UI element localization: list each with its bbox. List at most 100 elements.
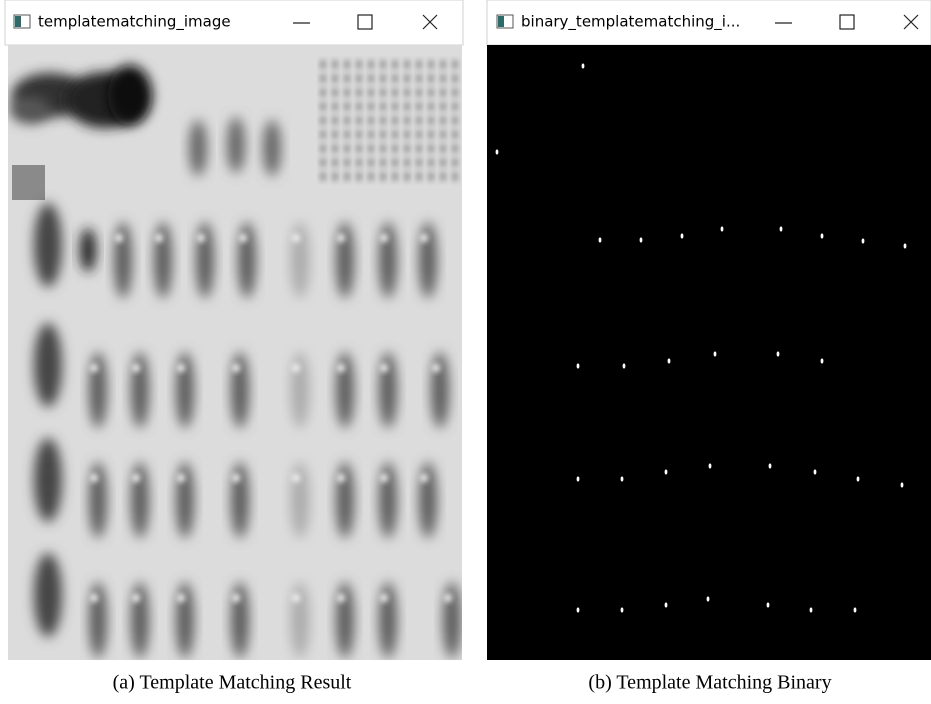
blob [89,352,107,428]
highlight [420,234,428,242]
texture [344,158,350,167]
texture [416,102,422,111]
texture [380,172,386,181]
blob [379,222,397,298]
texture [452,116,458,125]
match-dot [621,608,624,613]
texture [440,172,446,181]
texture [404,88,410,97]
highlight [337,364,345,372]
texture [440,158,446,167]
match-dot [496,150,499,155]
texture [404,74,410,83]
texture [452,102,458,111]
texture [380,102,386,111]
highlight [197,234,205,242]
texture [344,88,350,97]
window-title: binary_templatematching_i... [521,13,740,32]
texture [368,74,374,83]
match-dot [621,477,624,482]
highlight [380,474,388,482]
blob [291,222,309,298]
texture [320,74,326,83]
match-dot [577,608,580,613]
texture [452,60,458,69]
texture [416,60,422,69]
texture [392,60,398,69]
texture [392,130,398,139]
texture [404,116,410,125]
texture [332,88,338,97]
texture [392,102,398,111]
texture [440,60,446,69]
blob [431,352,449,428]
blob [114,222,132,298]
texture [356,116,362,125]
match-dot [821,234,824,239]
texture [452,144,458,153]
blob [291,352,309,428]
blob [291,582,309,658]
right-window: binary_templatematching_i... [487,0,931,660]
texture [356,144,362,153]
texture [344,172,350,181]
highlight [90,364,98,372]
texture [440,74,446,83]
blob [336,582,354,658]
match-dot [577,364,580,369]
window-title: templatematching_image [38,13,231,32]
texture [404,158,410,167]
texture [404,60,410,69]
texture [320,144,326,153]
blob [34,438,62,522]
texture [368,172,374,181]
texture [380,158,386,167]
texture [368,158,374,167]
texture [392,88,398,97]
match-dot [904,244,907,249]
match-dot [623,364,626,369]
texture [380,130,386,139]
texture [428,102,434,111]
texture [356,74,362,83]
texture [332,130,338,139]
blob [89,582,107,658]
blob [176,352,194,428]
blob [34,553,62,637]
blob [196,222,214,298]
texture [332,116,338,125]
blob [419,462,437,538]
blob [379,462,397,538]
app-icon-fill [498,16,504,27]
texture [356,102,362,111]
blob [154,222,172,298]
texture [404,144,410,153]
match-dot [681,234,684,239]
texture [428,116,434,125]
texture [452,88,458,97]
texture [428,172,434,181]
blob [443,582,461,658]
texture [320,88,326,97]
texture [344,60,350,69]
highlight [132,474,140,482]
texture [368,144,374,153]
texture [368,60,374,69]
highlight [155,234,163,242]
match-dot [665,470,668,475]
texture [416,116,422,125]
blob [10,96,50,124]
texture [320,158,326,167]
match-dot [780,227,783,232]
match-dot [814,470,817,475]
texture [344,116,350,125]
binary-image [487,45,931,660]
match-dot [714,352,717,357]
texture [392,158,398,167]
match-dot [857,477,860,482]
texture [392,144,398,153]
texture [356,88,362,97]
texture [404,102,410,111]
match-dot [767,603,770,608]
highlight [292,474,300,482]
